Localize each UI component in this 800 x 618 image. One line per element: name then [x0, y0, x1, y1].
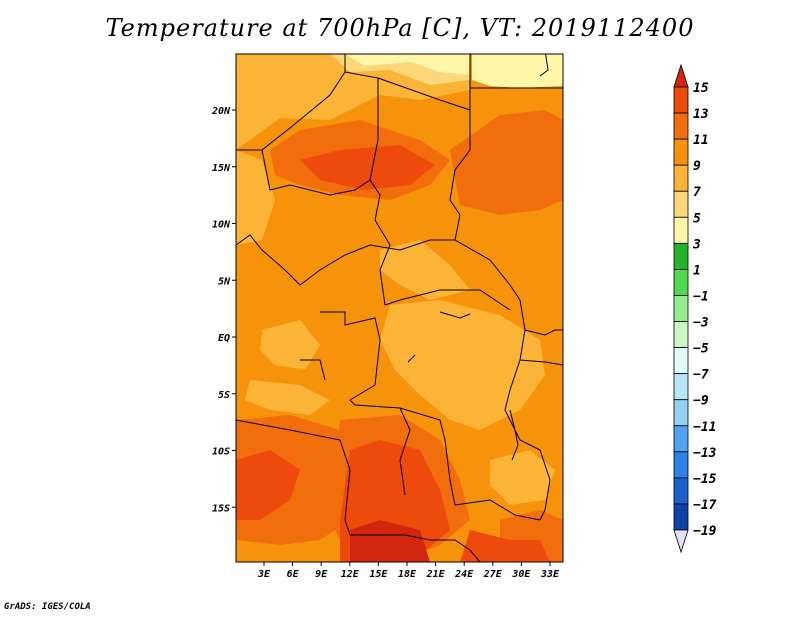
lon-label: 6E: [287, 569, 300, 580]
colorbar-swatch: [673, 295, 689, 322]
colorbar-swatch: [673, 321, 689, 348]
hot-region-southeast: [460, 530, 550, 562]
hot-region-southwest: [236, 450, 300, 520]
hottest-region-namibia: [350, 520, 430, 562]
cool-region-equator-west: [260, 320, 320, 370]
map-title: Temperature at 700hPa [C], VT: 201911240…: [105, 14, 695, 42]
colorbar-swatch: [673, 190, 689, 218]
colorbar-label: 11: [693, 133, 709, 148]
latitude-axis: 20N 15N 10N 5N EQ 5S 10S 15S: [211, 106, 236, 514]
colorbar-swatch: [673, 451, 689, 479]
colorbar-top-arrow: [673, 63, 689, 88]
pale-region-north: [345, 54, 470, 75]
lat-label: 15N: [212, 163, 231, 174]
colorbar-label: −11: [693, 420, 716, 435]
colorbar-label: 5: [693, 211, 701, 226]
colorbar-label: −9: [693, 394, 709, 409]
colorbar-label: 13: [693, 107, 709, 122]
lon-label: 12E: [341, 569, 360, 580]
colorbar-swatch: [673, 242, 689, 270]
colorbar-swatch: [673, 503, 689, 531]
lat-label: 5S: [218, 390, 230, 401]
colorbar-label: −17: [693, 498, 717, 513]
colorbar-label: 1: [693, 263, 701, 278]
lon-label: 15E: [369, 569, 388, 580]
map-frame: [235, 53, 564, 563]
colorbar-bottom-arrow: [673, 529, 689, 554]
colorbar-swatch: [673, 425, 689, 453]
lat-label: 10N: [212, 220, 231, 231]
lon-label: 33E: [540, 569, 560, 580]
cool-region-southwest: [245, 380, 330, 415]
pale-region-northeast: [472, 54, 563, 88]
colorbar-label: 7: [693, 185, 701, 200]
colorbar-label: 9: [693, 159, 701, 174]
colorbar-label: 15: [693, 81, 709, 96]
colorbar-swatch: [673, 112, 689, 140]
lon-label: 21E: [426, 569, 446, 580]
colorbar-swatch: [673, 164, 689, 192]
colorbar-swatch: [673, 269, 689, 296]
lon-label: 3E: [257, 569, 271, 580]
lat-label: 15S: [212, 503, 230, 514]
colorbar-label: −19: [693, 524, 717, 539]
colorbar-swatch: [673, 477, 689, 505]
lon-label: 30E: [511, 569, 531, 580]
temperature-map: 20N 15N 10N 5N EQ 5S 10S 15S 3E 6E 9E 12E 15E 18E 21E…: [211, 53, 564, 580]
hot-region-chad: [300, 145, 435, 190]
colorbar-swatch: [673, 373, 689, 401]
cool-region-west: [236, 150, 275, 245]
country-borders: [236, 54, 563, 562]
lat-label: 10S: [212, 447, 230, 458]
cool-region-congo-basin: [380, 300, 545, 430]
lon-label: 18E: [398, 569, 417, 580]
lon-label: 9E: [315, 569, 328, 580]
colorbar-label: −3: [693, 316, 709, 331]
lat-label: 5N: [218, 276, 231, 287]
colorbar: 15 13 11 9 7 5 3 1 −1 −3 −5 −7 −9 −11 −13 −15 −17 −19: [673, 63, 717, 554]
colorbar-label: −13: [693, 446, 717, 461]
lat-label: EQ: [218, 333, 230, 344]
colorbar-swatch: [673, 399, 689, 427]
colorbar-label: 3: [692, 237, 701, 252]
colorbar-swatch: [673, 216, 689, 244]
colorbar-swatch: [673, 86, 689, 114]
footer-credit: GrADS: IGES/COLA: [4, 602, 91, 612]
warm-region-sudan: [450, 110, 563, 215]
colorbar-label: −7: [693, 368, 709, 383]
lon-label: 24E: [454, 569, 474, 580]
cool-region-southeast: [490, 450, 555, 505]
colorbar-swatch: [673, 347, 689, 375]
lon-label: 27E: [483, 569, 503, 580]
colorbar-label: −5: [693, 342, 709, 357]
colorbar-swatch: [673, 138, 689, 166]
longitude-axis: 3E 6E 9E 12E 15E 18E 21E 24E 27E 30E 33E: [257, 562, 560, 580]
cool-region-central: [380, 240, 470, 300]
lat-label: 20N: [211, 106, 231, 117]
colorbar-label: −1: [693, 289, 709, 304]
colorbar-label: −15: [693, 472, 717, 487]
